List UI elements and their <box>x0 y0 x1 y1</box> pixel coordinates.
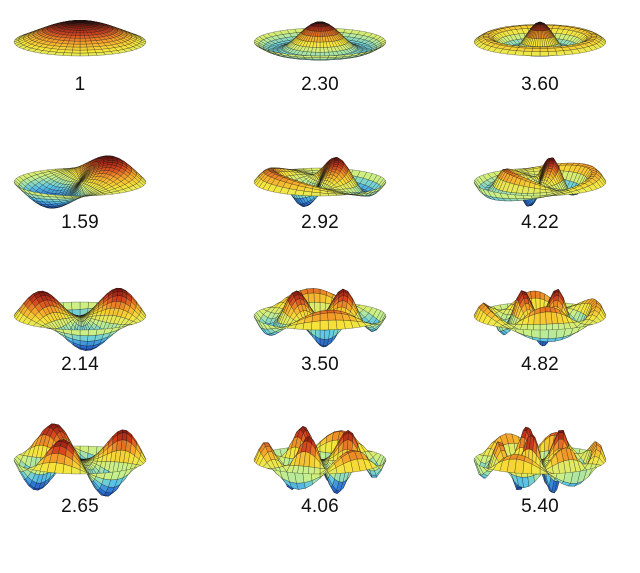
mode-frequency-label: 1.59 <box>61 212 99 233</box>
mode-cell-r2-c1: 3.50 <box>240 282 400 392</box>
mode-cell-r2-c2: 4.82 <box>460 282 620 392</box>
surface-mesh <box>473 426 607 494</box>
surface-mesh <box>13 155 147 209</box>
surface-mesh <box>253 425 387 495</box>
mode-surface-plot <box>473 426 607 494</box>
mode-surface-plot <box>253 288 387 348</box>
mode-surface-plot <box>473 21 607 57</box>
mode-frequency-label: 3.60 <box>521 74 559 95</box>
mode-frequency-label: 4.06 <box>301 496 339 517</box>
surface-mesh <box>473 288 607 347</box>
mode-surface-plot <box>473 157 607 207</box>
surface-mesh <box>253 288 387 348</box>
surface-mesh <box>253 21 387 61</box>
mode-surface-plot <box>13 20 147 57</box>
mode-cell-r1-c2: 4.22 <box>460 148 620 258</box>
mode-cell-r0-c2: 3.60 <box>460 8 620 118</box>
mode-frequency-label: 2.14 <box>61 354 99 375</box>
mode-surface-plot <box>253 157 387 207</box>
mode-frequency-label: 4.82 <box>521 354 559 375</box>
surface-mesh <box>253 157 387 207</box>
mode-cell-r3-c2: 5.40 <box>460 426 620 536</box>
mode-frequency-label: 1 <box>74 74 86 95</box>
mode-frequency-label: 3.50 <box>301 354 339 375</box>
mode-surface-plot <box>253 21 387 61</box>
mode-cell-r1-c1: 2.92 <box>240 148 400 258</box>
mode-cell-r2-c0: 2.14 <box>0 282 160 392</box>
surface-mesh <box>13 423 147 497</box>
mode-frequency-label: 2.92 <box>301 212 339 233</box>
mode-frequency-label: 5.40 <box>521 496 559 517</box>
mode-surface-plot <box>13 155 147 209</box>
mode-frequency-label: 2.30 <box>301 74 339 95</box>
mode-surface-plot <box>13 287 147 351</box>
mode-surface-plot <box>473 288 607 347</box>
mode-frequency-label: 4.22 <box>521 212 559 233</box>
mode-surface-plot <box>13 423 147 497</box>
mode-cell-r0-c1: 2.30 <box>240 8 400 118</box>
mode-cell-r1-c0: 1.59 <box>0 148 160 258</box>
mode-cell-r0-c0: 1 <box>0 8 160 118</box>
surface-mesh <box>473 157 607 207</box>
mode-cell-r3-c0: 2.65 <box>0 423 160 536</box>
mode-surface-plot <box>253 425 387 495</box>
mode-cell-r3-c1: 4.06 <box>240 425 400 536</box>
surface-mesh <box>473 21 607 57</box>
surface-mesh <box>13 20 147 57</box>
surface-mesh <box>13 287 147 351</box>
mode-frequency-label: 2.65 <box>61 496 99 517</box>
